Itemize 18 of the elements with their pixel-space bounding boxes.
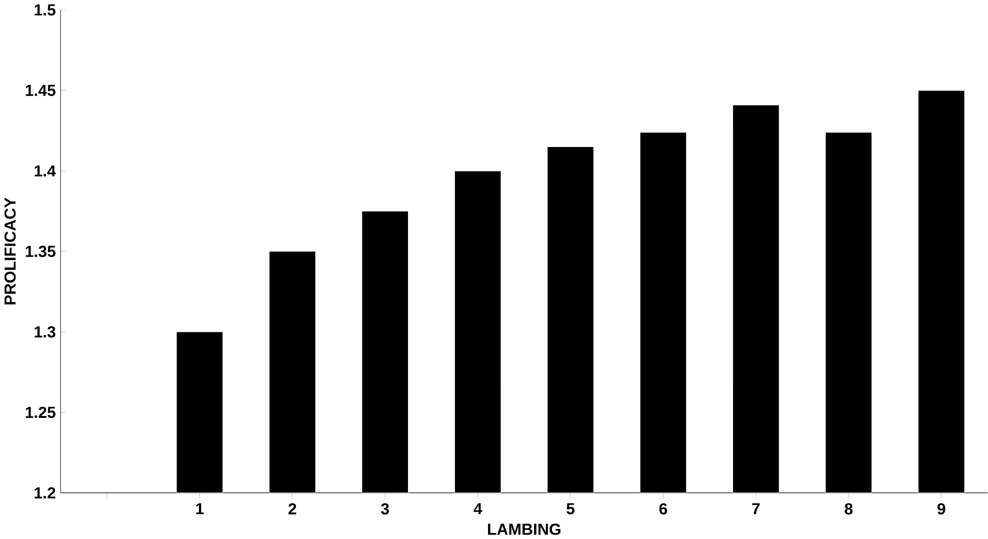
- y-axis-title: PROLIFICACY: [4, 197, 16, 304]
- y-tick-label: 1.3: [34, 326, 56, 338]
- y-tick-label: 1.45: [26, 84, 56, 96]
- x-tick-label: 8: [844, 503, 853, 514]
- y-tick-label: 1.4: [34, 165, 56, 176]
- x-tick-label: 3: [381, 503, 389, 514]
- x-tick-label: 7: [752, 503, 760, 514]
- y-tick-label: 1.5: [34, 4, 56, 16]
- y-tick-label: 1.25: [26, 406, 56, 418]
- x-tick-label: 9: [938, 503, 946, 514]
- x-tick-label: 5: [566, 503, 575, 514]
- x-tick-label: 1: [196, 503, 204, 514]
- x-tick-label: 6: [659, 503, 668, 514]
- x-tick-label: 4: [474, 503, 482, 514]
- y-tick-label: 1.35: [26, 246, 56, 257]
- x-tick-label: 2: [288, 503, 296, 514]
- y-tick-label: 1.2: [34, 487, 56, 498]
- x-axis-title: LAMBING: [488, 523, 560, 535]
